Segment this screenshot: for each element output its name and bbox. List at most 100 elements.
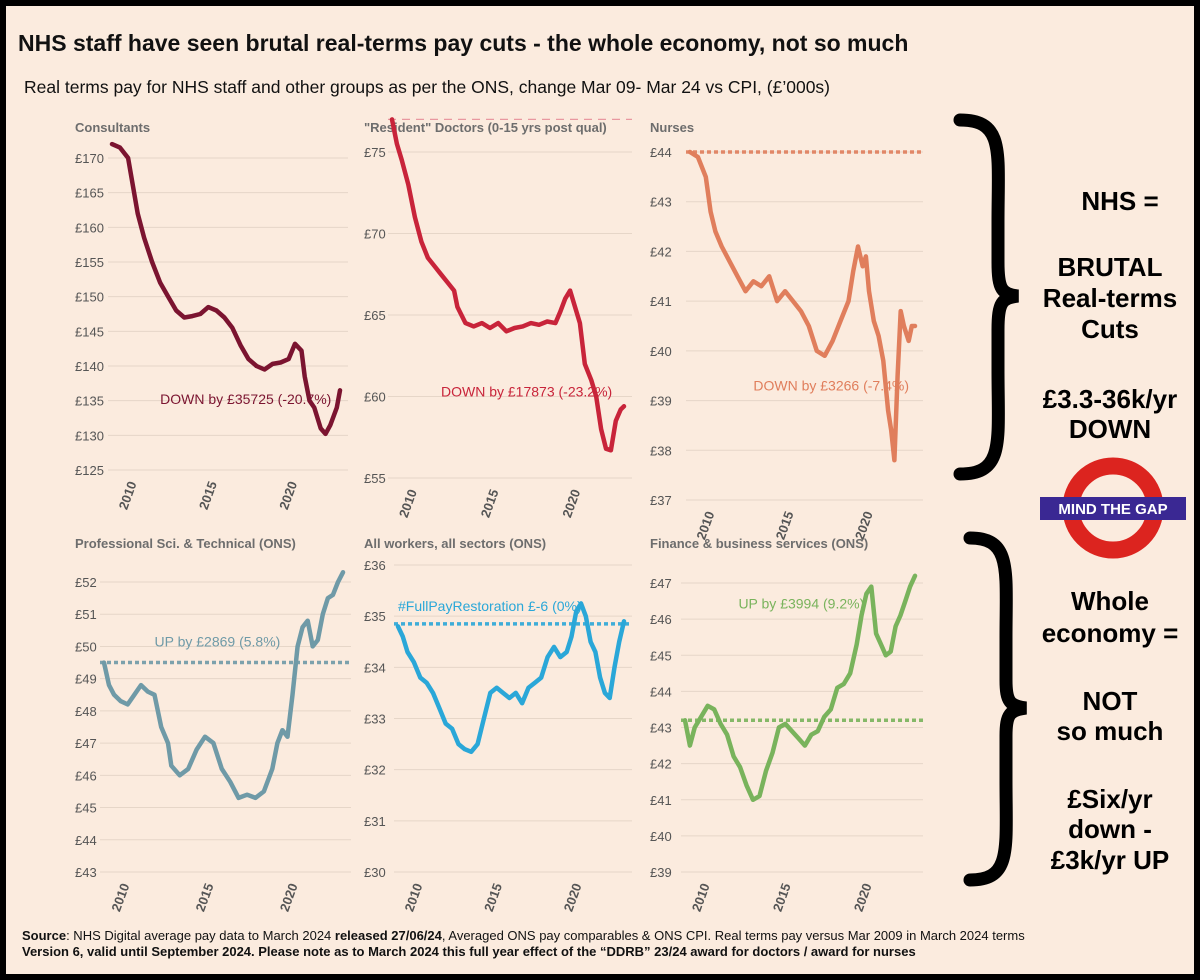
- x-tick-label-0-1: 2015: [196, 479, 220, 511]
- y-tick-label-0-6: £140: [75, 359, 104, 374]
- x-tick-label-3-2: 2020: [277, 881, 301, 913]
- y-tick-label-3-4: £48: [75, 704, 97, 719]
- y-tick-label-3-6: £46: [75, 768, 97, 783]
- x-tick-label-1-2: 2020: [559, 487, 583, 519]
- y-tick-label-4-6: £30: [364, 865, 386, 880]
- annotation-0: DOWN by £35725 (-20.7%): [160, 391, 331, 407]
- y-tick-label-0-7: £135: [75, 394, 104, 409]
- y-tick-label-3-0: £52: [75, 575, 97, 590]
- y-tick-label-5-5: £42: [650, 757, 672, 772]
- y-tick-label-4-0: £36: [364, 558, 386, 573]
- chart-title-0: Consultants: [75, 120, 150, 135]
- y-tick-label-0-4: £150: [75, 290, 104, 305]
- footer-version-line: Version 6, valid until September 2024. P…: [22, 944, 916, 959]
- annotation-1: DOWN by £17873 (-23.2%): [441, 384, 612, 400]
- side-up-label: £3k/yr UP: [1050, 845, 1170, 875]
- series-line-1-0: [389, 117, 627, 453]
- x-tick-label-3-1: 2015: [193, 881, 217, 913]
- y-tick-label-5-0: £47: [650, 576, 672, 591]
- x-tick-label-4-0: 2010: [401, 881, 425, 913]
- y-tick-label-4-4: £32: [364, 763, 386, 778]
- chart-title-2: Nurses: [650, 120, 694, 135]
- footer-source-label: Source: [22, 928, 67, 943]
- top-brace-icon: [953, 113, 1019, 481]
- side-economy-label: economy =: [1041, 618, 1179, 648]
- x-tick-label-5-0: 2010: [689, 881, 713, 913]
- annotation-5: UP by £3994 (9.2%): [738, 595, 864, 611]
- y-tick-label-5-8: £39: [650, 865, 672, 880]
- footer-source-text: : NHS Digital average pay data to March …: [66, 928, 335, 943]
- mind-the-gap-roundel-icon: MIND THE GAP: [1040, 457, 1186, 559]
- y-tick-label-3-9: £43: [75, 865, 97, 880]
- y-tick-label-2-6: £38: [650, 443, 672, 458]
- y-tick-label-1-1: £70: [364, 227, 386, 242]
- x-tick-label-1-1: 2015: [478, 487, 502, 519]
- side-not-label: NOT: [1082, 686, 1138, 716]
- y-tick-label-4-2: £34: [364, 660, 386, 675]
- x-tick-label-5-1: 2015: [770, 881, 794, 913]
- side-cuts-label: Cuts: [1081, 314, 1139, 344]
- x-tick-label-0-0: 2010: [116, 479, 140, 511]
- y-tick-label-3-5: £47: [75, 736, 97, 751]
- y-tick-label-0-0: £170: [75, 151, 104, 166]
- y-tick-label-5-6: £41: [650, 793, 672, 808]
- x-tick-label-4-2: 2020: [561, 881, 585, 913]
- y-tick-label-2-3: £41: [650, 294, 672, 309]
- y-tick-label-1-2: £65: [364, 308, 386, 323]
- y-tick-label-4-5: £31: [364, 814, 386, 829]
- x-tick-label-4-1: 2015: [481, 881, 505, 913]
- y-tick-label-2-7: £37: [650, 493, 672, 508]
- y-tick-label-3-7: £45: [75, 801, 97, 816]
- annotation-2: DOWN by £3266 (-7.4%): [753, 378, 909, 394]
- page-title: NHS staff have seen brutal real-terms pa…: [18, 30, 909, 56]
- x-tick-label-1-0: 2010: [396, 487, 420, 519]
- x-tick-label-5-2: 2020: [851, 881, 875, 913]
- page-subtitle: Real terms pay for NHS staff and other g…: [24, 77, 831, 97]
- y-tick-label-2-0: £44: [650, 145, 672, 160]
- footer: Source: NHS Digital average pay data to …: [22, 928, 1182, 960]
- side-somuch-label: so much: [1056, 716, 1164, 746]
- side-nhs-label: NHS =: [1081, 186, 1159, 216]
- y-tick-label-0-2: £160: [75, 220, 104, 235]
- y-tick-label-2-2: £42: [650, 244, 672, 259]
- chart-title-1: "Resident" Doctors (0-15 yrs post qual): [364, 120, 607, 135]
- side-realterms-label: Real-terms: [1042, 283, 1178, 313]
- y-tick-label-0-5: £145: [75, 324, 104, 339]
- y-tick-label-0-3: £155: [75, 255, 104, 270]
- series-line-5-0: [682, 573, 918, 803]
- y-tick-label-3-3: £49: [75, 672, 97, 687]
- y-tick-label-2-5: £39: [650, 394, 672, 409]
- series-line-0-0: [109, 141, 343, 437]
- y-tick-label-2-4: £40: [650, 344, 672, 359]
- chart-title-5: Finance & business services (ONS): [650, 536, 868, 551]
- side-downdash-label: down -: [1068, 814, 1152, 844]
- series-line-3-0: [101, 570, 346, 801]
- x-tick-label-3-0: 2010: [108, 881, 132, 913]
- chart-title-4: All workers, all sectors (ONS): [364, 536, 546, 551]
- y-tick-label-5-7: £40: [650, 829, 672, 844]
- y-tick-label-3-8: £44: [75, 833, 97, 848]
- y-tick-label-0-9: £125: [75, 463, 104, 478]
- side-down-label: DOWN: [1068, 414, 1152, 444]
- x-tick-label-0-2: 2020: [276, 479, 300, 511]
- footer-released-text: released 27/06/24: [334, 928, 442, 943]
- y-tick-label-0-8: £130: [75, 428, 104, 443]
- annotation-3: UP by £2869 (5.8%): [154, 633, 280, 649]
- footer-source-rest: , Averaged ONS pay comparables & ONS CPI…: [441, 928, 1025, 943]
- y-tick-label-5-2: £45: [650, 648, 672, 663]
- chart-title-3: Professional Sci. & Technical (ONS): [75, 536, 296, 551]
- y-tick-label-1-3: £60: [364, 390, 386, 405]
- y-tick-label-1-4: £55: [364, 471, 386, 486]
- series-line-4-0: [395, 601, 627, 755]
- y-tick-label-0-1: £165: [75, 186, 104, 201]
- y-tick-label-3-1: £51: [75, 607, 97, 622]
- bottom-brace-icon: [963, 531, 1027, 887]
- y-tick-label-5-1: £46: [650, 612, 672, 627]
- y-tick-label-4-3: £33: [364, 712, 386, 727]
- side-whole-label: Whole: [1071, 586, 1149, 616]
- side-brutal-label: BRUTAL: [1057, 252, 1163, 282]
- side-six-label: £Six/yr: [1067, 784, 1153, 814]
- y-tick-label-3-2: £50: [75, 639, 97, 654]
- footer-source-line: Source: NHS Digital average pay data to …: [22, 928, 1182, 944]
